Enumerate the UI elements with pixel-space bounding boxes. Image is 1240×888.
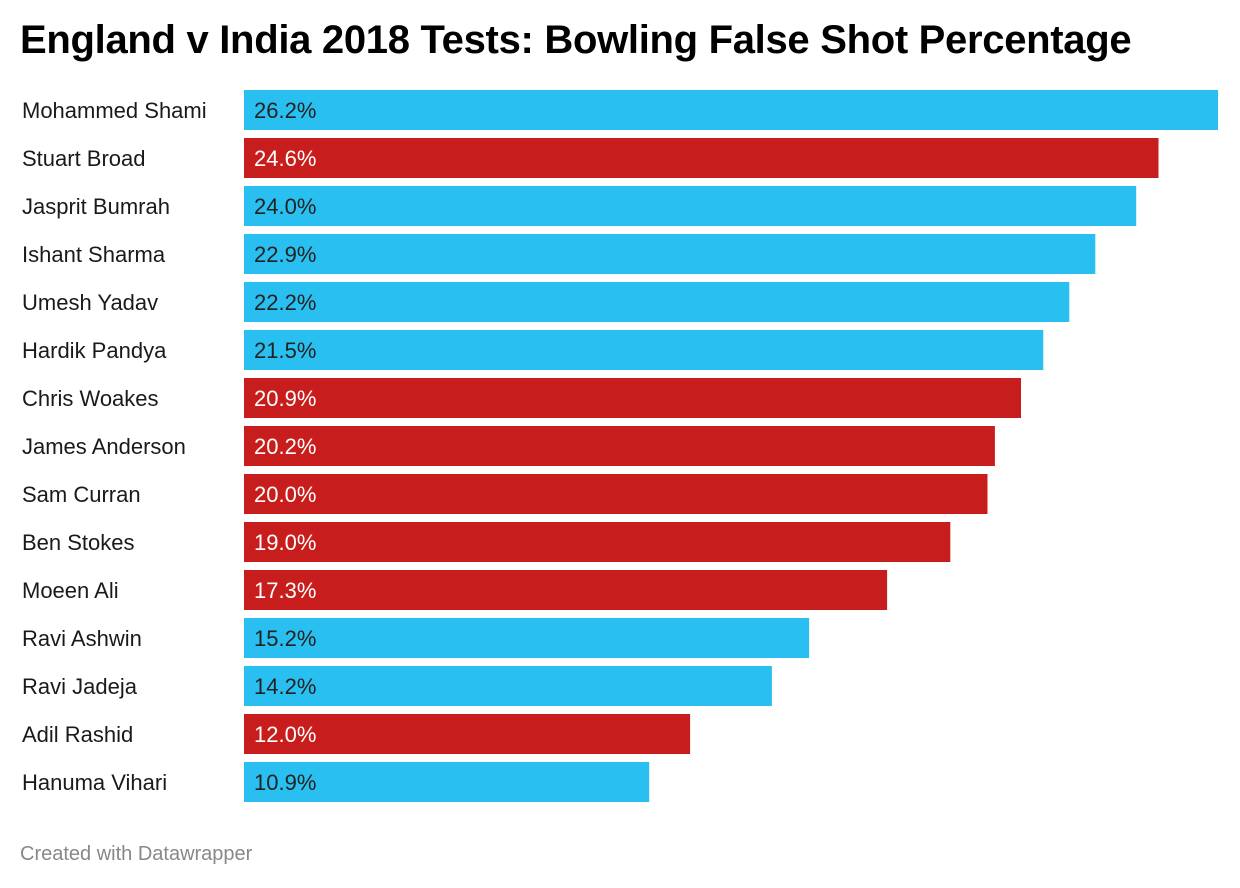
- bar-row: Jasprit Bumrah 24.0%: [22, 186, 1137, 226]
- value-label: 22.2%: [254, 290, 316, 315]
- value-label: 20.0%: [254, 482, 316, 507]
- bar-india: [244, 282, 1070, 322]
- bar-india: [244, 618, 810, 658]
- bar-row: Chris Woakes 20.9%: [22, 378, 1021, 418]
- bar-india: [244, 330, 1044, 370]
- bar-row: Moeen Ali 17.3%: [22, 570, 888, 610]
- bar-england: [244, 378, 1021, 418]
- value-label: 10.9%: [254, 770, 316, 795]
- bar-england: [244, 522, 951, 562]
- bar-chart: Mohammed Shami 26.2% Stuart Broad 24.6% Jasp…: [22, 90, 1218, 802]
- bar-india: [244, 186, 1137, 226]
- value-label: 20.2%: [254, 434, 316, 459]
- category-label: Ravi Ashwin: [22, 626, 142, 651]
- value-label: 19.0%: [254, 530, 316, 555]
- footer-credit[interactable]: Created with Datawrapper: [20, 843, 253, 865]
- value-label: 24.0%: [254, 194, 316, 219]
- value-label: 14.2%: [254, 674, 316, 699]
- value-label: 17.3%: [254, 578, 316, 603]
- category-label: Jasprit Bumrah: [22, 194, 170, 219]
- bar-india: [244, 90, 1218, 130]
- bar-row: James Anderson 20.2%: [22, 426, 995, 466]
- category-label: James Anderson: [22, 434, 186, 459]
- bar-row: Stuart Broad 24.6%: [22, 138, 1159, 178]
- category-label: Hanuma Vihari: [22, 770, 167, 795]
- chart-title: England v India 2018 Tests: Bowling Fals…: [20, 18, 1132, 62]
- bar-row: Mohammed Shami 26.2%: [22, 90, 1218, 130]
- bar-row: Ishant Sharma 22.9%: [22, 234, 1096, 274]
- category-label: Ben Stokes: [22, 530, 135, 555]
- bar-row: Sam Curran 20.0%: [22, 474, 988, 514]
- bar-england: [244, 714, 691, 754]
- category-label: Stuart Broad: [22, 146, 146, 171]
- value-label: 12.0%: [254, 722, 316, 747]
- bar-india: [244, 762, 650, 802]
- category-label: Mohammed Shami: [22, 98, 207, 123]
- value-label: 21.5%: [254, 338, 316, 363]
- value-label: 26.2%: [254, 98, 316, 123]
- bar-india: [244, 666, 772, 706]
- category-label: Adil Rashid: [22, 722, 133, 747]
- value-label: 20.9%: [254, 386, 316, 411]
- category-label: Ravi Jadeja: [22, 674, 138, 699]
- category-label: Moeen Ali: [22, 578, 119, 603]
- category-label: Umesh Yadav: [22, 290, 158, 315]
- bar-england: [244, 426, 995, 466]
- bar-england: [244, 138, 1159, 178]
- bar-row: Umesh Yadav 22.2%: [22, 282, 1070, 322]
- category-label: Chris Woakes: [22, 386, 159, 411]
- bar-row: Ravi Ashwin 15.2%: [22, 618, 810, 658]
- bar-row: Adil Rashid 12.0%: [22, 714, 691, 754]
- bar-row: Ravi Jadeja 14.2%: [22, 666, 772, 706]
- value-label: 24.6%: [254, 146, 316, 171]
- bar-row: Ben Stokes 19.0%: [22, 522, 951, 562]
- bar-row: Hanuma Vihari 10.9%: [22, 762, 650, 802]
- bar-england: [244, 570, 888, 610]
- bar-england: [244, 474, 988, 514]
- bar-india: [244, 234, 1096, 274]
- category-label: Hardik Pandya: [22, 338, 167, 363]
- bar-row: Hardik Pandya 21.5%: [22, 330, 1044, 370]
- value-label: 15.2%: [254, 626, 316, 651]
- category-label: Ishant Sharma: [22, 242, 166, 267]
- category-label: Sam Curran: [22, 482, 141, 507]
- value-label: 22.9%: [254, 242, 316, 267]
